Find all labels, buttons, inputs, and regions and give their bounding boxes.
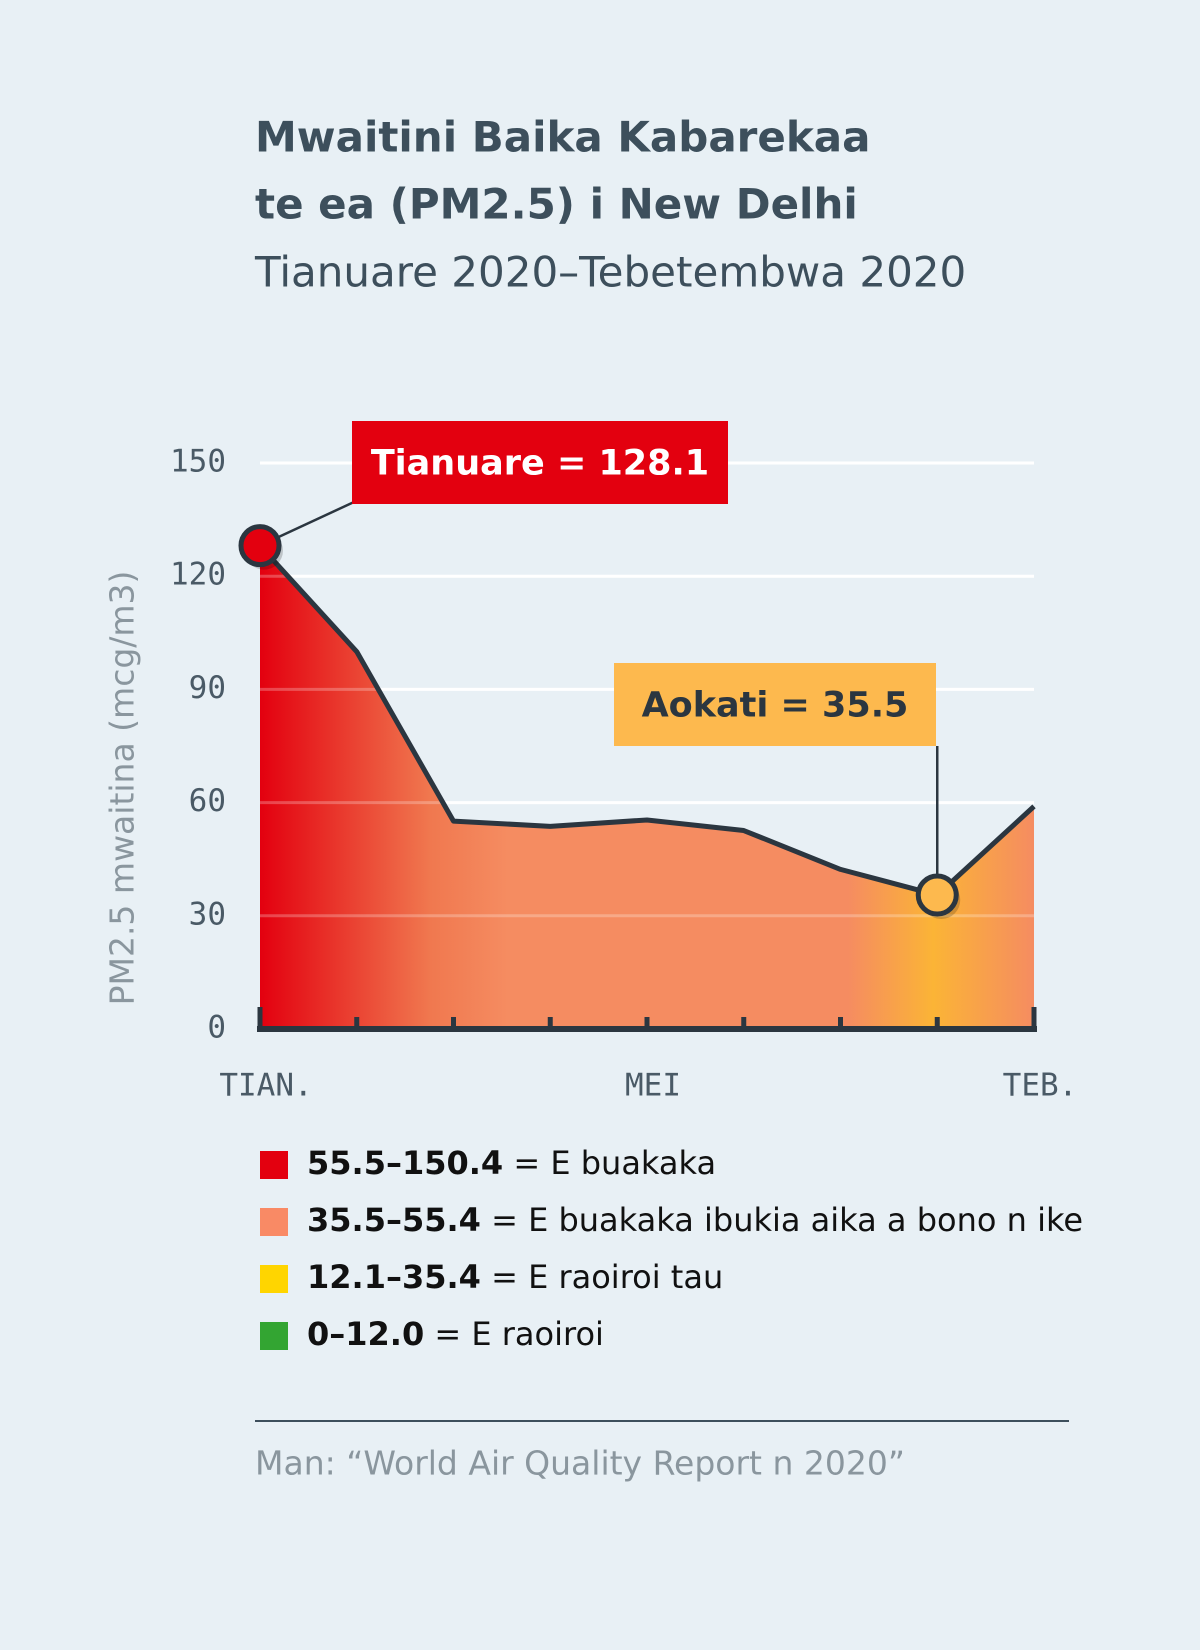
x-tick-label: MEI — [625, 1068, 681, 1104]
highlight-point — [915, 873, 959, 917]
y-tick-label: 60 — [189, 783, 226, 819]
legend-label: = E buakaka ibukia aika a bono n ike — [491, 1201, 1083, 1239]
y-tick-label: 90 — [189, 670, 226, 706]
source: Man: “World Air Quality Report n 2020” — [255, 1444, 905, 1483]
line — [258, 543, 1036, 898]
annotation-box — [614, 663, 936, 746]
y-tick-label: 150 — [170, 444, 226, 480]
legend-swatch — [260, 1208, 288, 1236]
chart-subtitle: Tianuare 2020–Tebetembwa 2020 — [254, 248, 966, 297]
legend-text: 0–12.0 = E raoiroi — [307, 1315, 604, 1353]
legend-range: 35.5–55.4 — [307, 1201, 481, 1239]
x-tick-label: TEB. — [1003, 1068, 1078, 1104]
chart-title: Mwaitini Baika Kabarekaa — [255, 113, 870, 162]
legend-text: 12.1–35.4 = E raoiroi tau — [307, 1258, 723, 1296]
legend-label: = E buakaka — [513, 1144, 716, 1182]
legend-range: 0–12.0 — [307, 1315, 424, 1353]
area — [260, 545, 1034, 1029]
chart-title: te ea (PM2.5) i New Delhi — [255, 180, 858, 229]
legend-text: 55.5–150.4 = E buakaka — [307, 1144, 716, 1182]
legend-text: 35.5–55.4 = E buakaka ibukia aika a bono… — [307, 1201, 1083, 1239]
x-tick-label: TIAN. — [219, 1068, 312, 1104]
legend-label: = E raoiroi tau — [491, 1258, 723, 1296]
annotation-text: Tianuare = 128.1 — [371, 444, 709, 484]
y-tick-label: 30 — [189, 896, 226, 932]
y-tick-label: 0 — [207, 1010, 226, 1046]
highlight-point — [238, 524, 282, 568]
y-axis-label: PM2.5 mwaitina (mcg/m3) — [103, 571, 142, 1006]
legend-label: = E raoiroi — [434, 1315, 604, 1353]
legend-swatch — [260, 1151, 288, 1179]
legend-swatch — [260, 1265, 288, 1293]
y-tick-label: 120 — [170, 557, 226, 593]
legend-range: 12.1–35.4 — [307, 1258, 481, 1296]
annotation-text: Aokati = 35.5 — [642, 686, 909, 726]
legend-range: 55.5–150.4 — [307, 1144, 503, 1182]
annotation-box — [352, 421, 728, 504]
legend-swatch — [260, 1322, 288, 1350]
